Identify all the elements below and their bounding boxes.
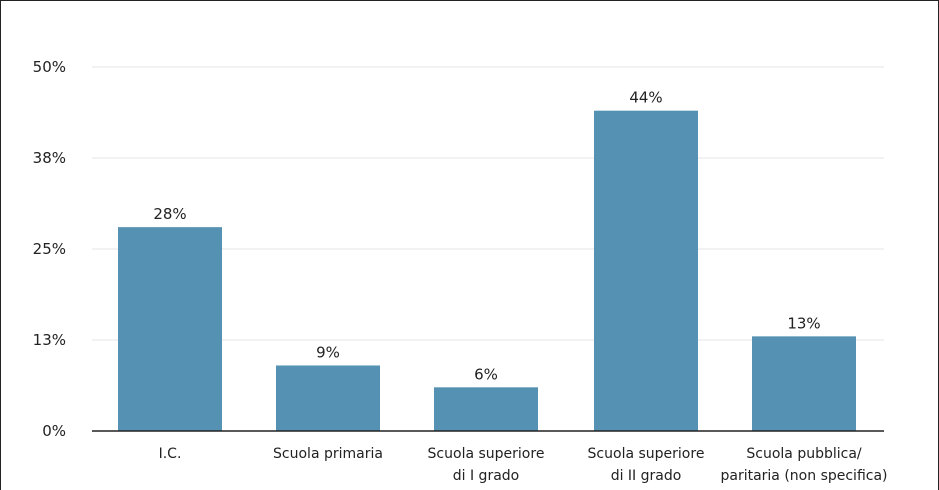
bar-value-label: 9% — [316, 343, 340, 361]
y-tick-label: 13% — [33, 331, 66, 349]
bar — [118, 227, 222, 431]
y-tick-label: 0% — [42, 422, 66, 440]
x-tick-label: Scuola superiore di II grado — [588, 446, 705, 484]
x-tick-label-line: di I grado — [453, 468, 519, 484]
x-tick-label-line: paritaria (non specifica) — [720, 468, 887, 484]
y-tick-label: 50% — [33, 58, 66, 76]
x-tick-label-line: Scuola superiore — [428, 446, 545, 462]
y-tick-label: 25% — [33, 240, 66, 258]
bars — [118, 110, 856, 432]
x-tick-label: Scuola superiore di I grado — [428, 446, 545, 484]
x-tick-label-line: di II grado — [611, 468, 682, 484]
bar — [434, 387, 538, 431]
x-tick-label: I.C. — [159, 446, 182, 462]
x-tick-label-line: Scuola superiore — [588, 446, 705, 462]
labels: 0% 13% 25% 38% 50% 28% 9% 6% 44% 13% I.C. Scuola pr… — [33, 58, 888, 484]
bar-value-label: 6% — [474, 365, 498, 383]
bar — [752, 336, 856, 431]
x-tick-label-line: Scuola primaria — [273, 446, 383, 462]
y-tick-label: 38% — [33, 149, 66, 167]
bar-value-label: 13% — [787, 314, 820, 332]
bar — [276, 365, 380, 431]
bar-value-label: 44% — [629, 89, 662, 107]
bar-value-label: 28% — [153, 205, 186, 223]
x-tick-label: Scuola primaria — [273, 446, 383, 462]
bar — [594, 110, 698, 432]
x-tick-label-line: I.C. — [159, 446, 182, 462]
x-tick-label-line: Scuola pubblica/ — [746, 446, 862, 462]
x-tick-label: Scuola pubblica/paritaria (non specifica… — [720, 446, 887, 484]
